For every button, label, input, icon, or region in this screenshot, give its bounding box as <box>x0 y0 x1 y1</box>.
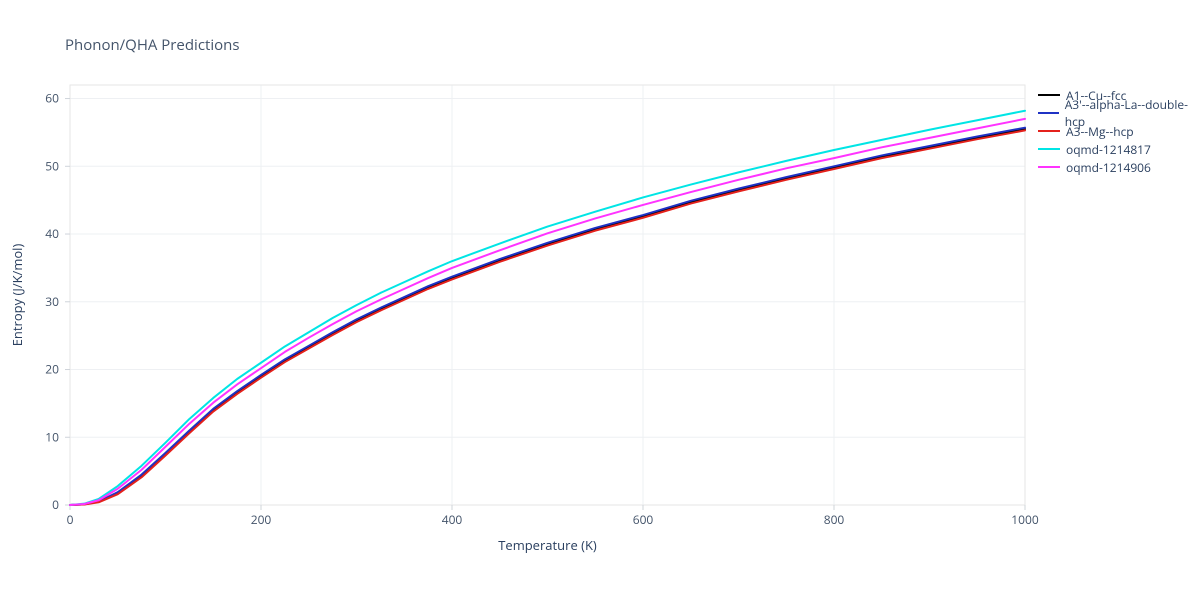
legend-swatch <box>1038 112 1059 114</box>
legend-swatch <box>1038 130 1060 132</box>
x-tick-label: 1000 <box>1011 511 1039 528</box>
legend-label: A3--Mg--hcp <box>1066 123 1134 140</box>
chart-legend: A1--Cu--fccA3'--alpha-La--double-hcpA3--… <box>1038 86 1200 176</box>
y-tick-label: 30 <box>45 293 59 310</box>
chart-container: Phonon/QHA Predictions 02004006008001000… <box>0 0 1200 600</box>
y-axis-label: Entropy (J/K/mol) <box>8 244 26 347</box>
legend-swatch <box>1038 94 1060 96</box>
legend-swatch <box>1038 148 1060 150</box>
x-tick-label: 800 <box>824 511 845 528</box>
x-tick-label: 400 <box>442 511 463 528</box>
y-tick-label: 40 <box>45 225 59 242</box>
x-tick-label: 200 <box>251 511 272 528</box>
legend-item[interactable]: oqmd-1214906 <box>1038 158 1200 176</box>
x-tick-label: 0 <box>67 511 74 528</box>
legend-item[interactable]: A3'--alpha-La--double-hcp <box>1038 104 1200 122</box>
y-tick-label: 10 <box>45 428 59 445</box>
y-tick-label: 60 <box>45 90 59 107</box>
entropy-chart: 0 200 400 600 800 1000 0 10 20 30 40 50 60 Temperatur… <box>0 0 1200 600</box>
legend-label: oqmd-1214817 <box>1066 141 1151 158</box>
y-tick-label: 0 <box>52 496 59 513</box>
legend-swatch <box>1038 166 1060 168</box>
chart-title: Phonon/QHA Predictions <box>65 35 240 55</box>
legend-label: oqmd-1214906 <box>1066 159 1151 176</box>
legend-item[interactable]: oqmd-1214817 <box>1038 140 1200 158</box>
x-axis-label: Temperature (K) <box>498 536 597 554</box>
y-tick-label: 50 <box>45 157 59 174</box>
x-tick-label: 600 <box>633 511 654 528</box>
y-tick-label: 20 <box>45 361 59 378</box>
